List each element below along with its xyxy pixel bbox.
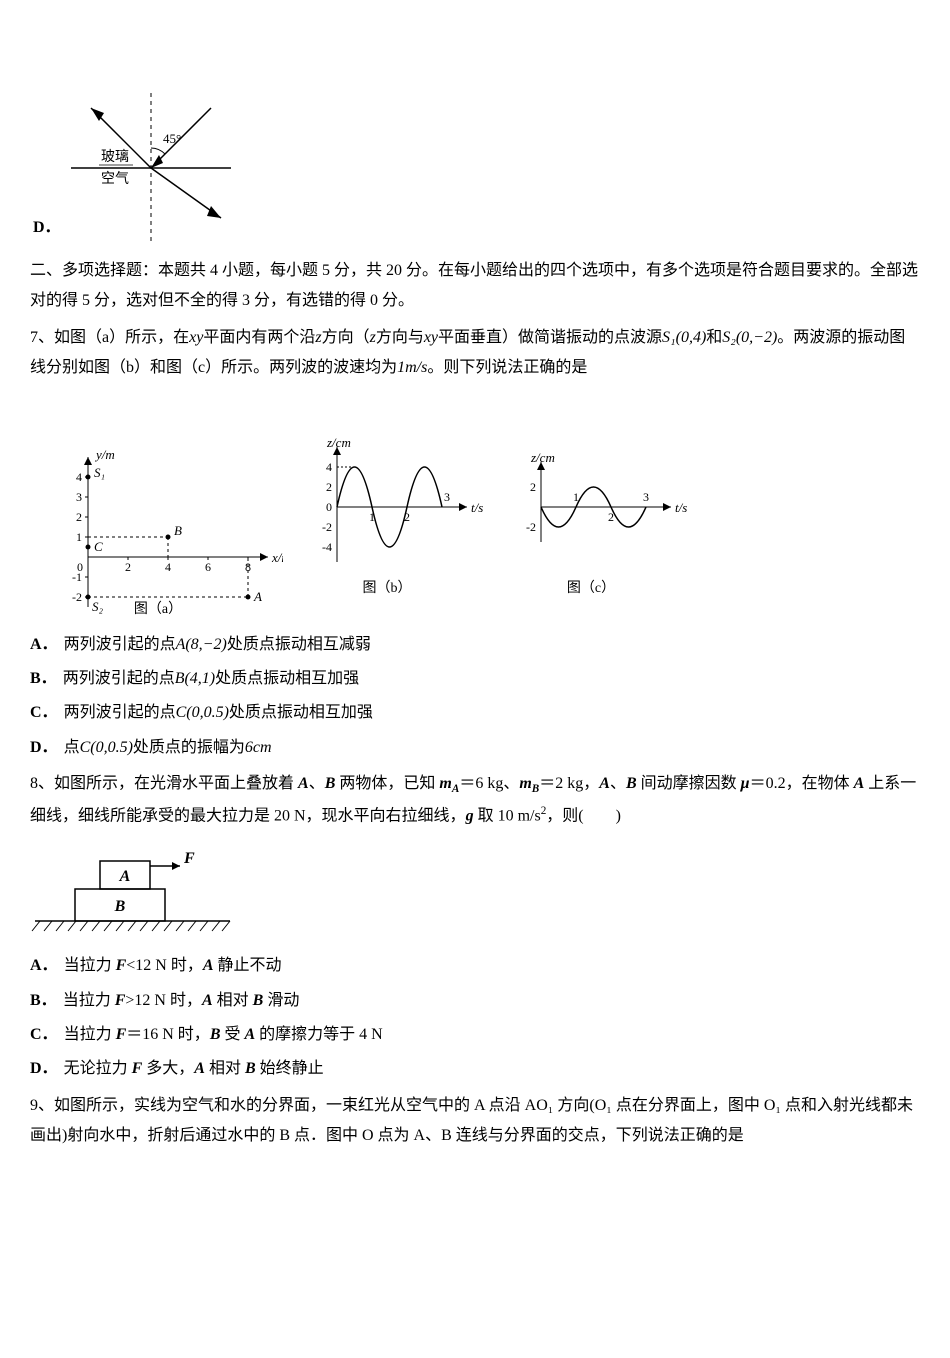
svg-text:z/cm: z/cm	[326, 435, 351, 450]
q7c-post: 处质点振动相互加强	[229, 704, 373, 721]
q8-A3: A	[854, 775, 865, 792]
q8-A2: A	[599, 775, 610, 792]
q8-option-b: B．当拉力 F>12 N 时，A 相对 B 滑动	[30, 986, 920, 1016]
q8-s1: 8、如图所示，在光滑水平面上叠放着	[30, 775, 298, 792]
q8-g: g	[466, 807, 474, 824]
q7-option-b: B．两列波引起的点B(4,1)处质点振动相互加强	[30, 664, 920, 694]
q8-s9: ，则( )	[546, 807, 621, 824]
angle-label: 45°	[163, 131, 181, 146]
q7-xy1: xy	[189, 329, 203, 346]
svg-text:-2: -2	[72, 590, 82, 604]
svg-text:2: 2	[76, 510, 82, 524]
q8-diagram: B A F	[30, 841, 920, 941]
svg-text:2: 2	[326, 480, 332, 494]
svg-text:S₂: S₂	[92, 599, 104, 614]
q7-option-a: A．两列波引起的点A(8,−2)处质点振动相互减弱	[30, 630, 920, 660]
section2-heading: 二、多项选择题：本题共 4 小题，每小题 5 分，共 20 分。在每小题给出的四…	[30, 256, 920, 317]
svg-text:-4: -4	[322, 540, 332, 554]
q8-B1: B	[325, 775, 336, 792]
svg-text:4: 4	[326, 460, 332, 474]
q7d-pre: 点	[64, 739, 80, 756]
q7d-mid: C(0,0.5)	[80, 739, 133, 756]
q8-s8: 取 10 m/s	[474, 807, 541, 824]
q7-option-d: D．点C(0,0.5)处质点的振幅为6cm	[30, 733, 920, 763]
q8-option-a: A．当拉力 F<12 N 时，A 静止不动	[30, 951, 920, 981]
q7-S1: S₁(0,4)	[662, 329, 706, 346]
svg-text:2: 2	[530, 480, 536, 494]
svg-text:-1: -1	[72, 570, 82, 584]
q7-S2: S₂(0,−2)	[722, 329, 777, 346]
option-d-letter: D．	[33, 219, 61, 236]
q7-s1d: 平面垂直）做简谐振动的点波源	[438, 329, 662, 346]
q7-option-c: C．两列波引起的点C(0,0.5)处质点振动相互加强	[30, 698, 920, 728]
svg-text:4: 4	[76, 470, 82, 484]
q8-s4: ，	[583, 775, 599, 792]
q7-stem: 7、如图（a）所示，在xy平面内有两个沿z方向（z方向与xy平面垂直）做简谐振动…	[30, 323, 920, 384]
svg-text:x/m: x/m	[271, 550, 283, 565]
q7-s1b: 方向（	[322, 329, 370, 346]
q7c-mid: C(0,0.5)	[176, 704, 229, 721]
glass-label: 玻璃	[101, 148, 129, 165]
svg-text:2: 2	[125, 560, 131, 574]
svg-text:3: 3	[444, 490, 450, 504]
q7a-post: 处质点振动相互减弱	[227, 636, 371, 653]
svg-text:-2: -2	[526, 520, 536, 534]
q8-s2: 两物体，已知	[335, 775, 439, 792]
q9-stem: 9、如图所示，实线为空气和水的分界面，一束红光从空气中的 A 点沿 AO₁ 方向…	[30, 1091, 920, 1152]
q7-and: 和	[706, 329, 722, 346]
q7-stem-prefix: 7、如图（a）所示，在	[30, 329, 189, 346]
q7b-post: 处质点振动相互加强	[215, 670, 359, 687]
q7-speed: 1m/s	[397, 359, 427, 376]
svg-text:F: F	[183, 850, 195, 867]
q7-fig-c: t/s z/cm 2 -2 1 2 3 图（c）	[491, 417, 691, 597]
q7d-post: 处质点的振幅为	[133, 739, 245, 756]
svg-text:B: B	[174, 523, 182, 538]
q8-s6: ，在物体	[786, 775, 854, 792]
q8-s5: 间动摩擦因数	[637, 775, 741, 792]
q8-s3: 、	[503, 775, 519, 792]
q7-fig-b: t/s z/cm 4 2 0 -2 -4 1 2 3 图（b）	[287, 417, 487, 597]
q7d-tail: 6cm	[245, 739, 272, 756]
svg-text:S₁: S₁	[94, 465, 105, 480]
q7-fig-a: x/m y/m 0 2 4 6 8 1 2 3 4 -1 -2	[33, 397, 283, 617]
svg-text:A: A	[119, 868, 131, 885]
q8-B2: B	[626, 775, 637, 792]
q8-option-d: D．无论拉力 F 多大，A 相对 B 始终静止	[30, 1054, 920, 1084]
svg-text:3: 3	[76, 490, 82, 504]
q7b-mid: B(4,1)	[175, 670, 215, 687]
svg-text:4: 4	[165, 560, 171, 574]
q7-figures: x/m y/m 0 2 4 6 8 1 2 3 4 -1 -2	[30, 394, 920, 620]
q7b-pre: 两列波引起的点	[63, 670, 175, 687]
q7-s1: 平面内有两个沿	[203, 329, 315, 346]
option-d-diagram: 45° 玻璃 空气	[71, 93, 231, 243]
q8-A1: A	[298, 775, 309, 792]
q7-s1c: 方向与	[376, 329, 424, 346]
svg-text:B: B	[114, 898, 126, 915]
svg-text:t/s: t/s	[471, 500, 483, 515]
svg-text:图（c）: 图（c）	[567, 580, 615, 596]
q-prev-option-d: D． 45° 玻璃 空气	[30, 90, 920, 246]
q7-xy2: xy	[424, 329, 438, 346]
air-label: 空气	[101, 171, 129, 187]
svg-text:图（a）: 图（a）	[134, 601, 182, 617]
svg-text:图（b）: 图（b）	[363, 580, 412, 596]
q7-s2b: 。则下列说法正确的是	[427, 359, 587, 376]
q8-option-c: C．当拉力 F＝16 N 时，B 受 A 的摩擦力等于 4 N	[30, 1020, 920, 1050]
q7a-mid: A(8,−2)	[176, 636, 227, 653]
svg-text:0: 0	[326, 500, 332, 514]
svg-text:1: 1	[76, 530, 82, 544]
svg-text:6: 6	[205, 560, 211, 574]
svg-text:3: 3	[643, 490, 649, 504]
svg-text:z/cm: z/cm	[530, 450, 555, 465]
q7c-pre: 两列波引起的点	[64, 704, 176, 721]
svg-text:t/s: t/s	[675, 500, 687, 515]
svg-text:C: C	[94, 539, 103, 554]
q7a-pre: 两列波引起的点	[64, 636, 176, 653]
q8-stem: 8、如图所示，在光滑水平面上叠放着 A、B 两物体，已知 mA＝6 kg、mB＝…	[30, 769, 920, 831]
svg-text:A: A	[253, 589, 262, 604]
svg-text:-2: -2	[322, 520, 332, 534]
svg-text:y/m: y/m	[94, 447, 115, 462]
